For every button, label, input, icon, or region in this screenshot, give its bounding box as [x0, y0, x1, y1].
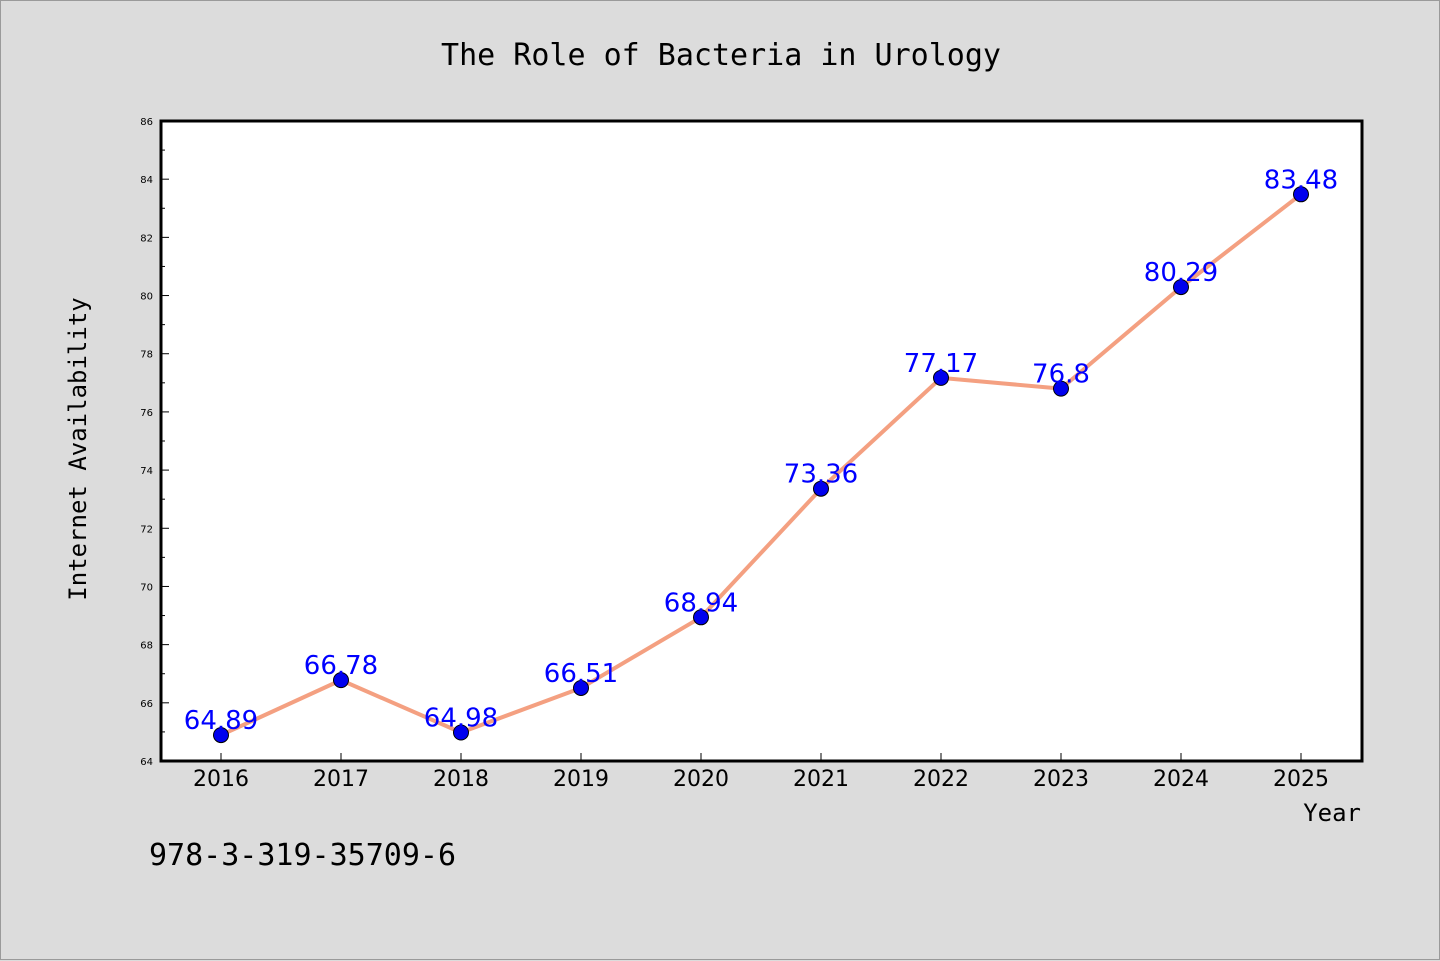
- data-point: [1293, 186, 1309, 203]
- data-label: 64.89: [184, 706, 258, 736]
- y-tick-label: 74: [140, 466, 153, 477]
- data-point: [573, 679, 589, 696]
- y-tick-label: 64: [140, 757, 153, 768]
- data-label: 77.17: [904, 349, 978, 379]
- data-point: [333, 672, 349, 689]
- x-tick-label: 2021: [793, 767, 849, 792]
- data-label: 80.29: [1144, 258, 1218, 288]
- y-axis: 64 66 68 70 72 74 76 78 80 82 84 86: [140, 117, 169, 768]
- y-tick-label: 86: [140, 117, 153, 128]
- footnote: 978-3-319-35709-6: [149, 838, 456, 873]
- plot-area: [159, 119, 1364, 763]
- x-tick-label: 2017: [313, 767, 369, 792]
- series-line: [219, 192, 1303, 738]
- x-tick-label: 2024: [1153, 767, 1209, 792]
- data-label: 76.8: [1032, 360, 1090, 390]
- x-tick-label: 2023: [1033, 767, 1089, 792]
- data-point: [213, 727, 229, 744]
- data-point: [933, 369, 949, 386]
- x-tick-label: 2022: [913, 767, 969, 792]
- series-layer: 64.89 66.78 64.98 66.51 68.94 73.36 77.17 76.8 8…: [184, 165, 1338, 744]
- y-tick-label: 76: [140, 408, 153, 419]
- data-point: [453, 724, 469, 741]
- data-label: 66.51: [544, 659, 618, 689]
- y-tick-label: 80: [140, 292, 153, 303]
- data-label: 68.94: [664, 588, 738, 618]
- data-label: 64.98: [424, 703, 498, 733]
- data-point: [693, 609, 709, 626]
- data-label: 83.48: [1264, 165, 1338, 195]
- y-tick-label: 68: [140, 641, 153, 652]
- x-tick-label: 2019: [553, 767, 609, 792]
- x-tick-label: 2020: [673, 767, 729, 792]
- x-tick-label: 2018: [433, 767, 489, 792]
- y-tick-label: 84: [140, 175, 153, 186]
- y-tick-label: 70: [140, 582, 153, 593]
- y-tick-label: 78: [140, 350, 153, 361]
- x-tick-label: 2025: [1273, 767, 1329, 792]
- data-label: 73.36: [784, 460, 858, 490]
- x-tick-label: 2016: [193, 767, 249, 792]
- data-point: [813, 480, 829, 497]
- y-axis-label: Internet Availability: [64, 297, 92, 600]
- y-tick-label: 82: [140, 233, 153, 244]
- data-point: [1053, 380, 1069, 397]
- y-tick-label: 72: [140, 524, 153, 535]
- data-point: [1173, 279, 1189, 296]
- data-label: 66.78: [304, 651, 378, 681]
- x-axis-label: Year: [1303, 799, 1361, 827]
- chart-title: The Role of Bacteria in Urology: [441, 38, 1001, 73]
- y-tick-label: 66: [140, 699, 153, 710]
- x-axis: 2016 2017 2018 2019 2020 2021 2022 2023 2024 2025: [193, 753, 1329, 792]
